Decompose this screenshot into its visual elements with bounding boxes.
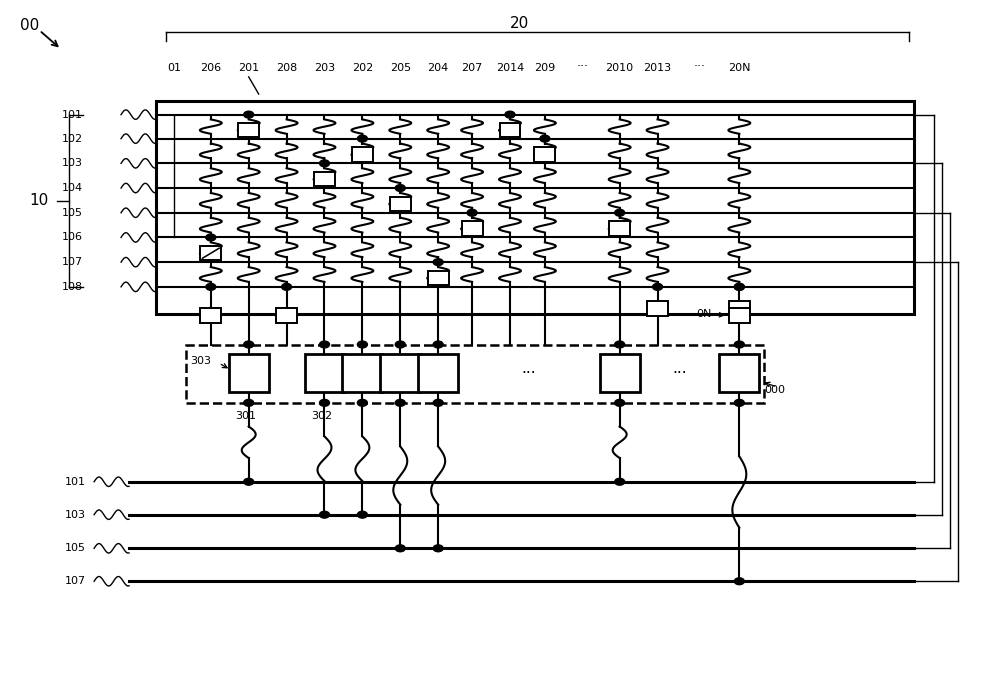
Bar xyxy=(390,196,411,211)
Text: 00: 00 xyxy=(20,18,39,33)
Circle shape xyxy=(433,341,443,348)
Text: 201: 201 xyxy=(238,63,259,74)
Circle shape xyxy=(244,111,254,118)
Circle shape xyxy=(320,160,329,167)
Text: ···: ··· xyxy=(577,61,589,74)
Text: 10: 10 xyxy=(30,193,49,208)
Text: 303: 303 xyxy=(190,356,211,366)
Text: 101: 101 xyxy=(62,110,83,120)
Text: 205: 205 xyxy=(390,63,411,74)
Text: 108: 108 xyxy=(62,282,83,292)
Bar xyxy=(647,301,668,316)
Circle shape xyxy=(653,283,663,290)
Text: 106: 106 xyxy=(62,232,83,243)
Circle shape xyxy=(357,135,367,142)
Circle shape xyxy=(615,341,625,348)
Circle shape xyxy=(395,341,405,348)
Bar xyxy=(200,309,221,323)
Circle shape xyxy=(615,400,625,407)
Bar xyxy=(352,147,373,162)
Bar xyxy=(609,221,630,236)
Circle shape xyxy=(357,400,367,407)
Text: 0N: 0N xyxy=(696,309,711,319)
Bar xyxy=(500,123,520,137)
Text: ···: ··· xyxy=(522,366,536,381)
Text: 2014: 2014 xyxy=(496,63,524,74)
Bar xyxy=(380,354,420,392)
Bar xyxy=(156,101,914,313)
Circle shape xyxy=(206,283,216,290)
Bar xyxy=(276,309,297,323)
Circle shape xyxy=(505,111,515,118)
Text: 20: 20 xyxy=(510,16,530,31)
Text: 2010: 2010 xyxy=(606,63,634,74)
Bar xyxy=(729,309,750,323)
Text: 102: 102 xyxy=(62,134,83,143)
Text: 206: 206 xyxy=(200,63,221,74)
Text: ···: ··· xyxy=(693,61,705,74)
Circle shape xyxy=(615,209,625,216)
Circle shape xyxy=(433,400,443,407)
Bar xyxy=(305,354,344,392)
Text: 107: 107 xyxy=(62,257,83,267)
Text: 209: 209 xyxy=(534,63,556,74)
Text: 105: 105 xyxy=(65,544,86,553)
Circle shape xyxy=(734,400,744,407)
Text: 101: 101 xyxy=(65,477,86,486)
Text: 302: 302 xyxy=(311,411,332,422)
Text: 000: 000 xyxy=(764,385,785,395)
Circle shape xyxy=(282,283,292,290)
Bar xyxy=(229,354,269,392)
Circle shape xyxy=(357,511,367,518)
Circle shape xyxy=(320,511,329,518)
Bar xyxy=(314,172,335,186)
Bar xyxy=(200,246,221,260)
Text: 2013: 2013 xyxy=(643,63,672,74)
Text: ···: ··· xyxy=(672,366,687,381)
Bar xyxy=(342,354,382,392)
Text: 208: 208 xyxy=(276,63,297,74)
Text: 103: 103 xyxy=(65,510,86,520)
Bar xyxy=(729,301,750,316)
Bar xyxy=(462,221,483,236)
Circle shape xyxy=(244,400,254,407)
Text: 203: 203 xyxy=(314,63,335,74)
Circle shape xyxy=(615,478,625,485)
Circle shape xyxy=(320,400,329,407)
Circle shape xyxy=(244,341,254,348)
Circle shape xyxy=(395,185,405,192)
Circle shape xyxy=(540,135,550,142)
Circle shape xyxy=(734,578,744,585)
Bar xyxy=(186,344,764,403)
Circle shape xyxy=(734,283,744,290)
Bar xyxy=(719,354,759,392)
Circle shape xyxy=(433,259,443,265)
Circle shape xyxy=(734,283,744,290)
Text: 202: 202 xyxy=(352,63,373,74)
Circle shape xyxy=(467,209,477,216)
Circle shape xyxy=(320,341,329,348)
Circle shape xyxy=(395,400,405,407)
Text: 105: 105 xyxy=(62,208,83,218)
Text: 204: 204 xyxy=(428,63,449,74)
Circle shape xyxy=(395,545,405,552)
Circle shape xyxy=(433,545,443,552)
Text: 01: 01 xyxy=(167,63,181,74)
Text: 104: 104 xyxy=(62,183,83,193)
Circle shape xyxy=(244,478,254,485)
Circle shape xyxy=(206,234,216,241)
Circle shape xyxy=(734,341,744,348)
Bar xyxy=(428,271,449,285)
Bar xyxy=(534,147,555,162)
Text: 207: 207 xyxy=(461,63,483,74)
Text: 20N: 20N xyxy=(728,63,751,74)
Text: 103: 103 xyxy=(62,158,83,168)
Bar xyxy=(238,123,259,137)
Text: 301: 301 xyxy=(235,411,256,422)
Text: 107: 107 xyxy=(65,576,86,586)
Bar xyxy=(600,354,640,392)
Bar xyxy=(418,354,458,392)
Circle shape xyxy=(357,341,367,348)
